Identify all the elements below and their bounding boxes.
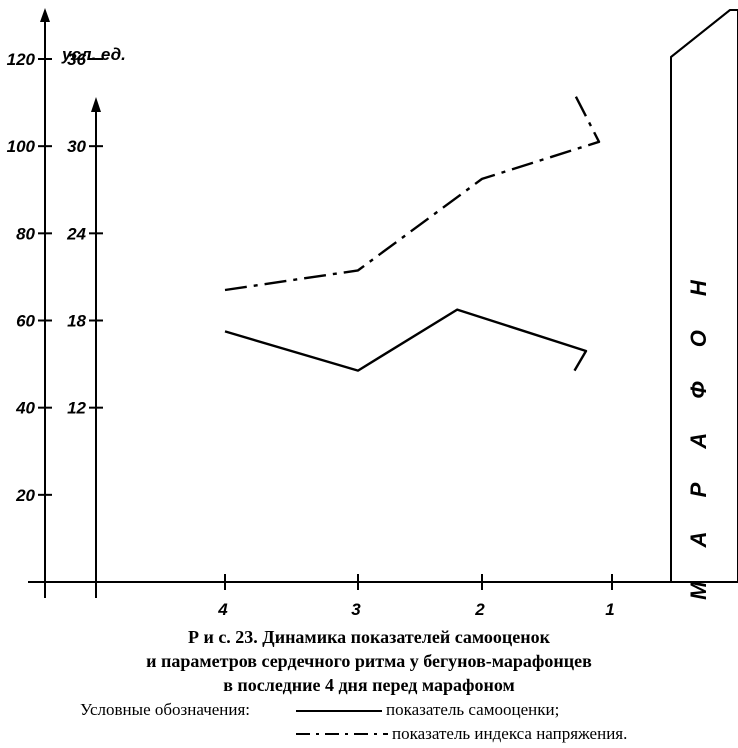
y-outer-tick-label: 20 [15, 486, 35, 505]
legend-item-stress-index: показатель индекса напряжения. [392, 724, 628, 743]
y-outer-tick-label: 120 [7, 50, 36, 69]
self-assessment-series-line [224, 308, 588, 372]
legend-dash-dot-line-icon [296, 733, 388, 735]
y-outer-tick-label: 80 [16, 224, 35, 243]
x-tick-label: 1 [605, 600, 614, 619]
figure-caption-line-2: и параметров сердечного ритма у бегунов-… [146, 651, 592, 671]
marathon-label: М А Р А Ф О Н [686, 266, 711, 600]
y-inner-tick-label: 30 [67, 137, 86, 156]
figure-caption-line-3: в последние 4 дня перед марафоном [223, 675, 515, 695]
y-axis-inner-arrow-icon [91, 97, 101, 112]
y-inner-tick-label: 36 [67, 50, 86, 69]
y-inner-unit-label: усл. ед. [61, 45, 126, 64]
x-tick-label: 3 [351, 600, 361, 619]
figure-caption-line-1: Р и с. 23. Динамика показателей самооцен… [187, 627, 551, 647]
legend-solid-line-icon [296, 710, 382, 712]
chart: 20 40 60 80 100 120 12 18 24 30 36 усл. ед. 4 3 2 1 М А… [7, 8, 738, 619]
y-outer-tick-label: 60 [16, 312, 35, 331]
stress-index-series-line [224, 93, 601, 292]
x-tick-label: 2 [474, 600, 485, 619]
y-outer-tick-label: 100 [7, 137, 36, 156]
legend-title: Условные обозначения: [80, 700, 251, 719]
y-inner-tick-label: 24 [66, 224, 86, 243]
marathon-block: М А Р А Ф О Н [670, 9, 738, 600]
chart-axes [28, 8, 738, 598]
y-inner-tick-label: 18 [67, 312, 86, 331]
x-tick-label: 4 [217, 600, 228, 619]
marathon-block-shape [670, 9, 738, 583]
marathon-block-top-edge [670, 9, 731, 58]
y-outer-tick-label: 40 [15, 399, 35, 418]
legend-item-self-assessment: показатель самооценки; [386, 700, 560, 719]
y-axis-outer-arrow-icon [40, 8, 50, 22]
chart-series [224, 93, 601, 372]
y-inner-tick-label: 12 [67, 399, 86, 418]
